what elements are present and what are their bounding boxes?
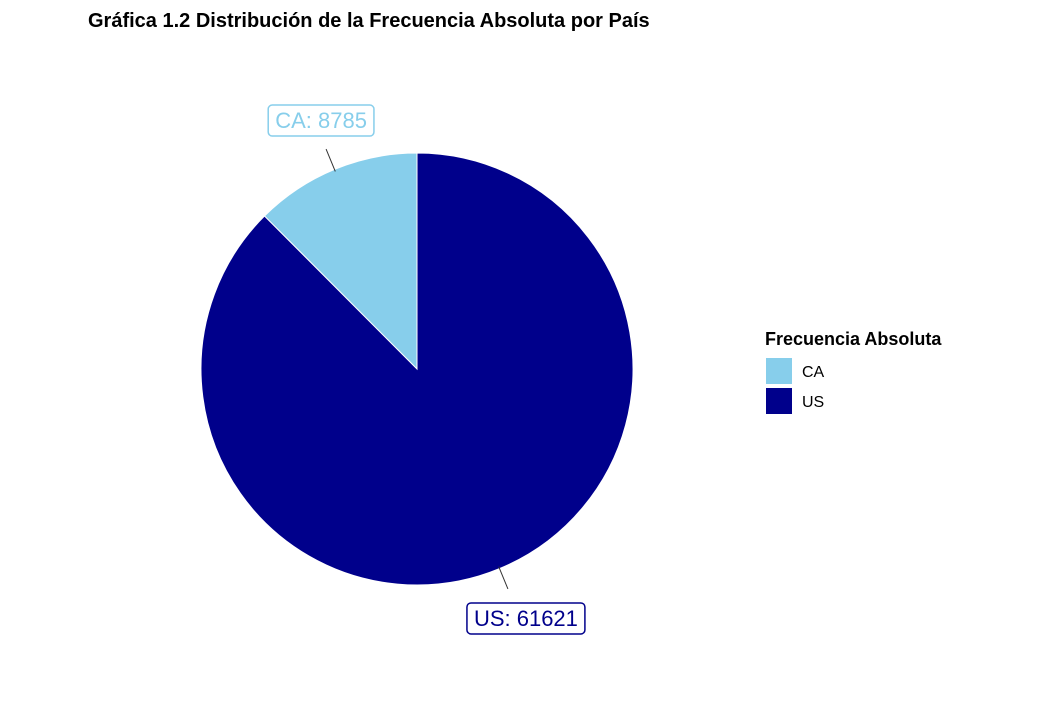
legend-key-us bbox=[766, 388, 792, 414]
callout-leader-us bbox=[498, 566, 509, 590]
data-label-us: US: 61621 bbox=[474, 606, 578, 631]
data-label-box-ca bbox=[267, 104, 375, 137]
legend-label-ca: CA bbox=[802, 364, 825, 381]
pie-callouts: CA: 8785 US: 61621 bbox=[267, 104, 586, 635]
pie-slices bbox=[200, 152, 634, 586]
pie-slice-us bbox=[200, 152, 634, 586]
legend: Frecuencia Absoluta CA US bbox=[765, 329, 942, 414]
chart-title: Gráfica 1.2 Distribución de la Frecuenci… bbox=[88, 10, 650, 32]
legend-title: Frecuencia Absoluta bbox=[765, 329, 942, 349]
callout-leader-ca bbox=[325, 148, 336, 172]
data-label-box-us bbox=[466, 602, 586, 635]
legend-entries: CA US bbox=[766, 358, 825, 414]
legend-label-us: US bbox=[802, 394, 824, 411]
data-label-ca: CA: 8785 bbox=[275, 108, 367, 133]
legend-key-ca bbox=[766, 358, 792, 384]
